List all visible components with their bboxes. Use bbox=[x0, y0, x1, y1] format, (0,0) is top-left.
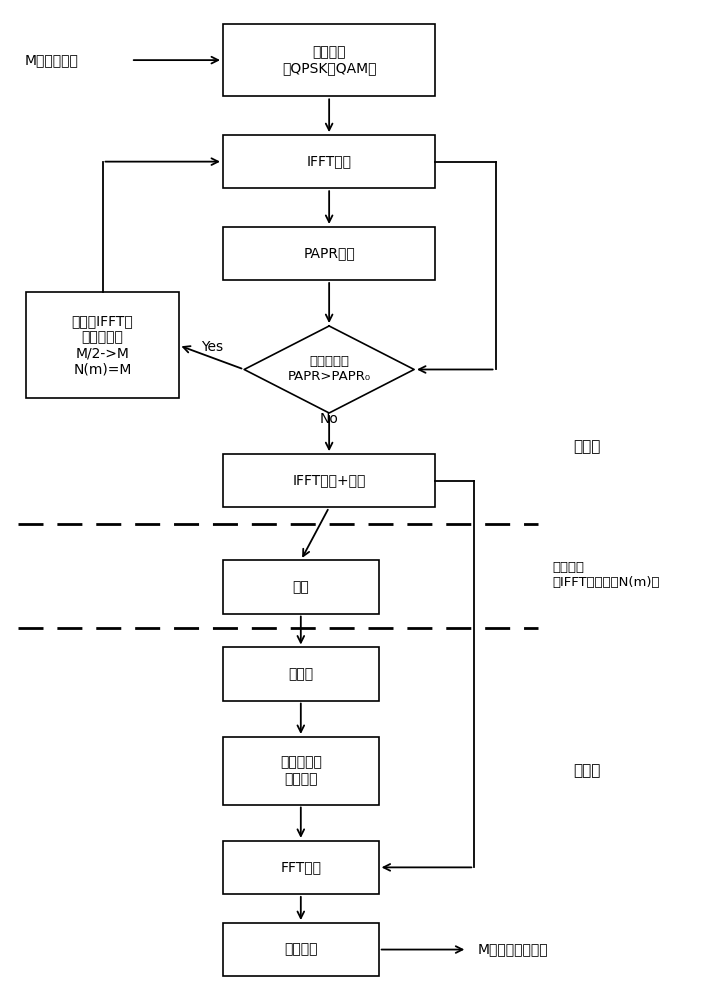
Text: FFT运算: FFT运算 bbox=[280, 860, 321, 874]
Text: 时变（IFFT运
算点减半）
M/2->M
N(m)=M: 时变（IFFT运 算点减半） M/2->M N(m)=M bbox=[71, 314, 134, 377]
Text: 频域均衡去
信道干扰: 频域均衡去 信道干扰 bbox=[280, 756, 322, 786]
Text: PAPR计算: PAPR计算 bbox=[303, 246, 355, 260]
Polygon shape bbox=[244, 326, 414, 413]
FancyBboxPatch shape bbox=[223, 227, 435, 280]
FancyBboxPatch shape bbox=[223, 737, 379, 805]
FancyBboxPatch shape bbox=[223, 454, 435, 507]
FancyBboxPatch shape bbox=[27, 292, 178, 398]
FancyBboxPatch shape bbox=[223, 923, 379, 976]
Text: 边带信息
（IFFT运算长度N(m)）: 边带信息 （IFFT运算长度N(m)） bbox=[552, 561, 660, 589]
Text: 基带解调: 基带解调 bbox=[284, 943, 318, 957]
Text: 信道: 信道 bbox=[292, 580, 309, 594]
Text: 发送端: 发送端 bbox=[573, 439, 601, 454]
FancyBboxPatch shape bbox=[223, 841, 379, 894]
Text: 接送端: 接送端 bbox=[573, 763, 601, 778]
FancyBboxPatch shape bbox=[223, 560, 379, 614]
Text: 基带调制
（QPSK，QAM）: 基带调制 （QPSK，QAM） bbox=[282, 45, 376, 75]
FancyBboxPatch shape bbox=[223, 647, 379, 701]
FancyBboxPatch shape bbox=[223, 135, 435, 188]
Text: Yes: Yes bbox=[201, 340, 223, 354]
Text: IFFT运算: IFFT运算 bbox=[307, 155, 352, 169]
FancyBboxPatch shape bbox=[223, 24, 435, 96]
Text: 去前缀: 去前缀 bbox=[288, 667, 313, 681]
Text: 比较门限值
PAPR>PAPR₀: 比较门限值 PAPR>PAPR₀ bbox=[287, 355, 370, 383]
Text: M点输入信号: M点输入信号 bbox=[25, 53, 79, 67]
Text: M点重建输出信号: M点重建输出信号 bbox=[478, 943, 549, 957]
Text: IFFT输出+前缀: IFFT输出+前缀 bbox=[292, 474, 366, 488]
Text: No: No bbox=[320, 412, 339, 426]
